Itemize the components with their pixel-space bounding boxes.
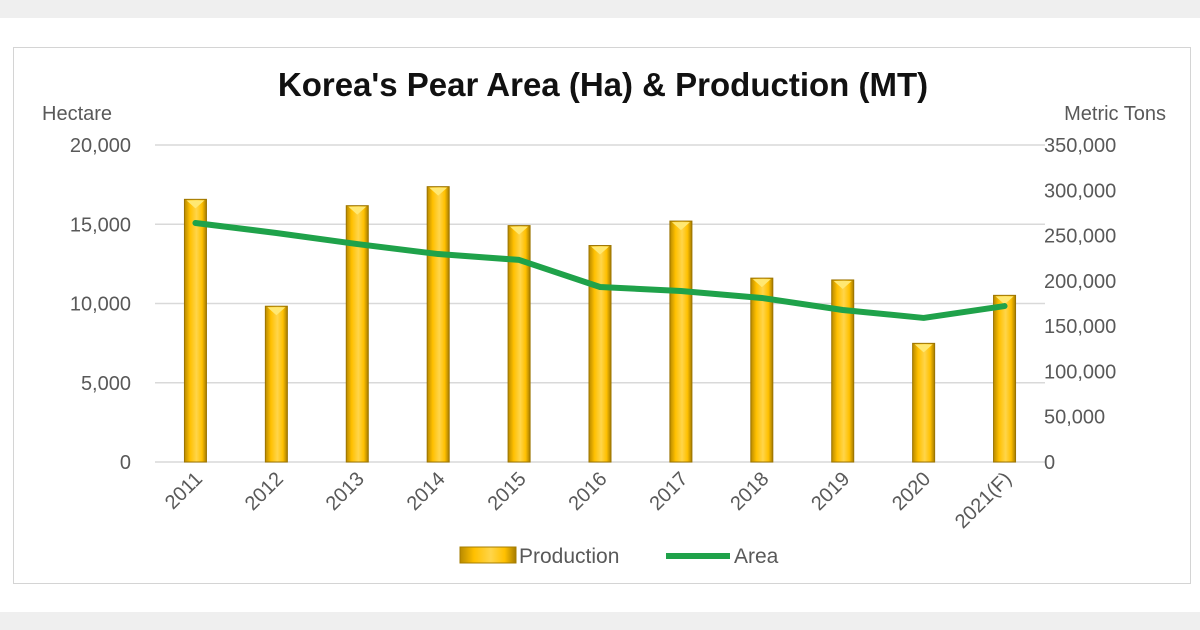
left-tick-label: 0 (120, 452, 131, 474)
production-bar (183, 198, 207, 463)
production-bar-cap (591, 246, 609, 255)
left-tick-label: 15,000 (70, 214, 131, 236)
production-bar (831, 279, 855, 463)
production-bar-cap (267, 307, 286, 316)
x-tick-label: 2012 (241, 468, 288, 515)
right-tick-label: 350,000 (1044, 135, 1116, 157)
production-bar-cap (429, 187, 448, 196)
x-tick-label: 2015 (484, 468, 531, 515)
right-tick-label: 150,000 (1044, 316, 1116, 338)
right-tick-label: 300,000 (1044, 180, 1116, 202)
x-tick-label: 2017 (645, 468, 692, 515)
x-tick-label: 2020 (888, 468, 935, 515)
x-tick-label: 2019 (807, 468, 854, 515)
right-tick-label: 0 (1044, 452, 1055, 474)
left-tick-label: 20,000 (70, 135, 131, 157)
production-bar (669, 220, 693, 463)
right-axis-label: Metric Tons (1064, 103, 1166, 125)
bottom-band (0, 612, 1200, 630)
production-bar (912, 342, 936, 463)
x-tick-label: 2021(F) (951, 468, 1016, 533)
production-bar (426, 186, 450, 463)
legend-production-swatch (459, 546, 517, 564)
production-bar (507, 225, 531, 463)
x-tick-label: 2014 (403, 468, 450, 515)
legend-area-label: Area (734, 545, 779, 568)
x-tick-label: 2018 (726, 468, 773, 515)
production-bar-cap (510, 226, 529, 235)
production-bar (264, 305, 288, 463)
production-bar-cap (914, 344, 933, 353)
production-bar (993, 294, 1017, 463)
x-tick-label: 2016 (565, 468, 612, 515)
right-tick-label: 100,000 (1044, 361, 1116, 383)
right-tick-label: 250,000 (1044, 226, 1116, 248)
left-tick-label: 5,000 (81, 373, 131, 395)
production-bar-cap (752, 279, 771, 288)
legend: Production Area (459, 545, 779, 568)
production-bar-cap (671, 222, 690, 231)
top-band (0, 0, 1200, 18)
right-tick-label: 50,000 (1044, 407, 1105, 429)
production-bar (750, 277, 774, 463)
left-axis-label: Hectare (42, 103, 112, 125)
production-bar-cap (348, 206, 367, 215)
x-tick-label: 2011 (161, 468, 207, 514)
production-bar-cap (995, 296, 1014, 305)
production-bar-cap (186, 200, 205, 209)
production-bar (588, 245, 612, 463)
production-bar (345, 205, 369, 463)
left-tick-label: 10,000 (70, 294, 131, 316)
right-tick-label: 200,000 (1044, 271, 1116, 293)
legend-production-label: Production (519, 545, 619, 568)
production-bar-cap (833, 280, 852, 289)
x-tick-label: 2013 (322, 468, 369, 515)
chart-title: Korea's Pear Area (Ha) & Production (MT) (278, 66, 928, 103)
